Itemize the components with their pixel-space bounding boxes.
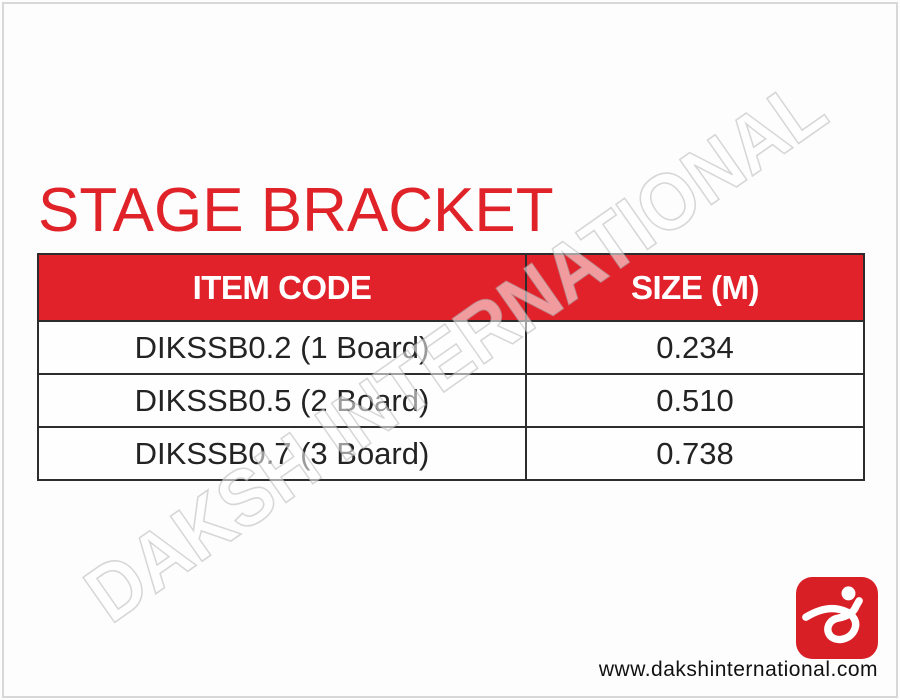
daksh-logo [796,577,878,659]
size-cell: 0.234 [525,320,865,375]
daksh-d-swoosh-icon [796,577,878,659]
column-header-item-code: ITEM CODE [37,253,527,322]
table-row: DIKSSB0.7 (3 Board) 0.738 [37,426,865,481]
table-header-row: ITEM CODE SIZE (M) [37,253,865,322]
size-cell: 0.510 [525,373,865,428]
table-row: DIKSSB0.2 (1 Board) 0.234 [37,320,865,375]
item-code-cell: DIKSSB0.2 (1 Board) [37,320,527,375]
page-title: STAGE BRACKET [38,176,554,245]
size-cell: 0.738 [525,426,865,481]
table-row: DIKSSB0.5 (2 Board) 0.510 [37,373,865,428]
spec-table: ITEM CODE SIZE (M) DIKSSB0.2 (1 Board) 0… [37,253,865,481]
item-code-cell: DIKSSB0.5 (2 Board) [37,373,527,428]
item-code-cell: DIKSSB0.7 (3 Board) [37,426,527,481]
column-header-size: SIZE (M) [525,253,865,322]
website-url: www.dakshinternational.com [598,658,878,681]
